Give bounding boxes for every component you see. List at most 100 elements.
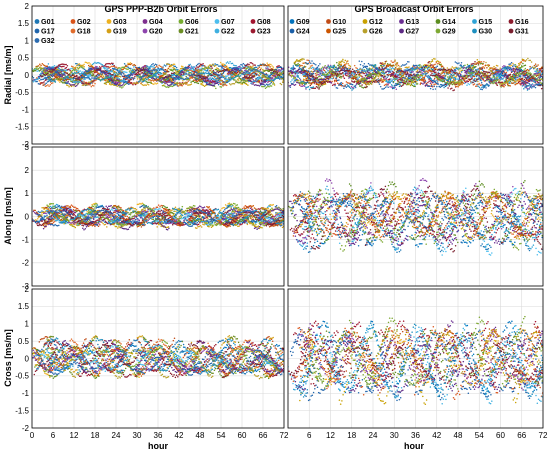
data-point	[70, 85, 73, 88]
data-point	[242, 73, 244, 76]
data-point	[262, 78, 265, 81]
data-point	[437, 60, 440, 63]
data-point	[508, 65, 511, 67]
data-point	[258, 79, 261, 82]
data-point	[203, 80, 206, 83]
data-point	[96, 61, 99, 64]
data-point	[356, 76, 358, 78]
data-point	[66, 78, 68, 81]
data-point	[151, 65, 153, 68]
data-point	[377, 78, 379, 80]
data-point	[48, 79, 51, 82]
data-point	[438, 72, 441, 75]
data-point	[471, 65, 473, 67]
data-point	[188, 77, 191, 80]
data-point	[279, 78, 281, 80]
data-point	[431, 86, 434, 88]
data-point	[315, 72, 317, 75]
data-point	[67, 82, 69, 84]
data-point	[215, 72, 217, 75]
data-point	[110, 65, 113, 68]
data-point	[469, 82, 472, 84]
data-point	[279, 70, 281, 72]
data-point	[244, 72, 247, 75]
data-point	[203, 65, 206, 67]
data-point	[218, 70, 221, 73]
data-point	[52, 80, 54, 82]
data-point	[466, 63, 469, 66]
data-point	[181, 67, 183, 70]
data-point	[149, 71, 151, 74]
data-point	[236, 81, 239, 84]
data-point	[261, 74, 264, 77]
data-point	[141, 80, 143, 83]
data-point	[226, 68, 228, 71]
data-point	[122, 66, 125, 68]
data-point	[100, 63, 102, 65]
data-point	[270, 85, 273, 87]
data-point	[256, 84, 258, 87]
data-point	[52, 66, 55, 68]
data-point	[408, 77, 410, 79]
data-point	[95, 75, 98, 78]
data-point	[265, 76, 267, 79]
data-point	[228, 82, 231, 85]
data-point	[273, 83, 275, 85]
data-point	[459, 70, 461, 73]
data-point	[194, 66, 196, 68]
data-point	[120, 72, 122, 74]
data-point	[92, 72, 94, 75]
data-point	[415, 81, 418, 83]
data-point	[121, 66, 123, 68]
data-point	[280, 77, 282, 79]
data-point	[254, 72, 257, 75]
data-point	[424, 79, 427, 82]
data-point	[177, 73, 179, 76]
data-point	[68, 68, 70, 71]
data-point	[168, 75, 171, 77]
data-point	[234, 79, 236, 81]
data-point	[172, 66, 174, 69]
data-point	[35, 67, 37, 69]
data-point	[262, 83, 264, 85]
data-point	[131, 76, 133, 79]
data-point	[160, 66, 163, 68]
data-point	[59, 81, 61, 83]
data-point	[229, 66, 232, 69]
data-point	[89, 84, 91, 86]
data-point	[53, 71, 55, 73]
data-point	[163, 81, 166, 83]
data-point	[215, 82, 218, 84]
data-point	[170, 85, 172, 87]
data-point	[158, 71, 161, 74]
data-point	[170, 78, 172, 80]
data-point	[75, 70, 78, 73]
data-point	[238, 69, 241, 72]
data-point	[202, 79, 204, 81]
data-point	[161, 82, 163, 84]
data-point	[40, 72, 42, 75]
data-point	[164, 85, 166, 87]
data-point	[218, 81, 221, 84]
data-point	[114, 68, 116, 70]
data-point	[267, 85, 269, 88]
data-point	[201, 68, 204, 71]
data-point	[173, 78, 176, 80]
data-point	[248, 76, 250, 79]
data-point	[214, 68, 217, 71]
data-point	[86, 75, 89, 78]
data-point	[147, 83, 150, 86]
data-point	[194, 79, 196, 81]
data-point	[71, 81, 73, 83]
data-point	[100, 75, 102, 78]
data-point	[333, 83, 335, 86]
data-point	[475, 85, 477, 88]
data-point	[215, 68, 218, 71]
data-point	[413, 84, 416, 86]
data-point	[147, 74, 150, 76]
data-point	[246, 70, 249, 72]
data-point	[101, 65, 103, 68]
data-point	[67, 78, 70, 81]
data-point	[272, 77, 274, 80]
data-point	[210, 78, 213, 81]
